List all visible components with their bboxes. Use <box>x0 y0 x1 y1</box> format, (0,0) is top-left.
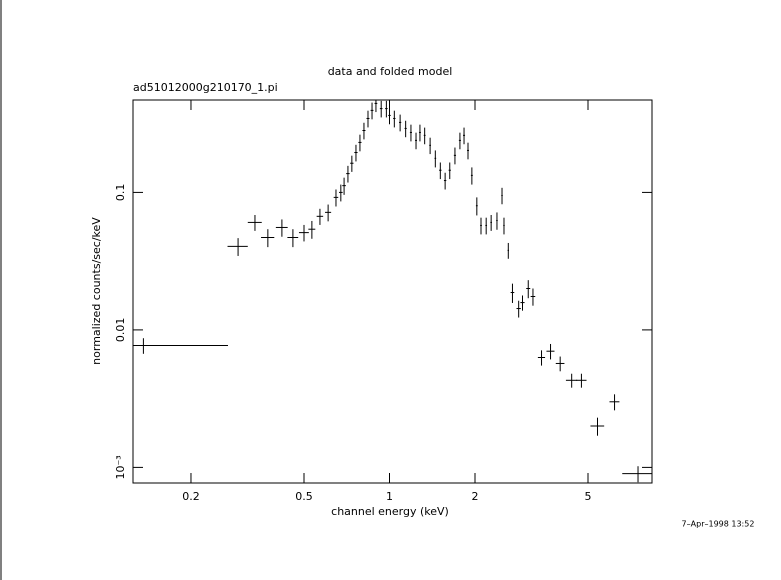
chart-title: data and folded model <box>328 65 453 78</box>
y-tick-label: 0.01 <box>114 318 127 343</box>
y-tick-label: 0.1 <box>114 184 127 202</box>
x-tick-label: 0.5 <box>295 490 313 503</box>
x-tick-label: 0.2 <box>182 490 200 503</box>
x-tick-label: 2 <box>471 490 478 503</box>
x-tick-label: 1 <box>386 490 393 503</box>
timestamp: 7–Apr–1998 13:52 <box>682 520 755 529</box>
x-tick-label: 5 <box>585 490 592 503</box>
x-axis-label: channel energy (keV) <box>331 505 449 518</box>
plot-frame <box>132 99 653 484</box>
y-tick-label: 10⁻³ <box>114 455 127 479</box>
chart-subtitle: ad51012000g210170_1.pi <box>133 81 278 94</box>
data-layer <box>133 100 652 483</box>
y-axis-label: normalized counts/sec/keV <box>90 217 103 365</box>
